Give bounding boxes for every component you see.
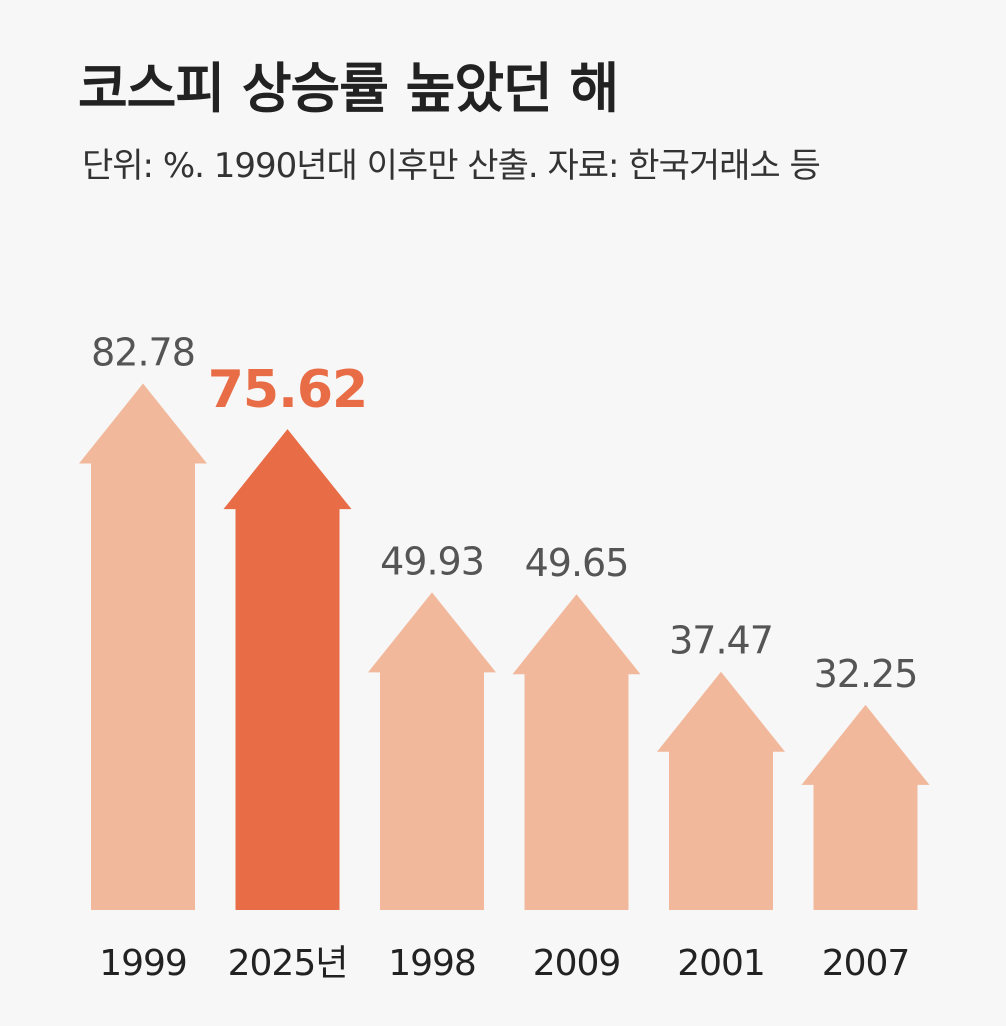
value-label-2001: 37.47	[669, 619, 773, 663]
labels-layer: 82.78 1999 75.62 2025년 49.93 1998 49.65 2009 37.…	[91, 331, 918, 985]
value-label-2025년: 75.62	[208, 360, 367, 420]
category-label-2009: 2009	[533, 943, 621, 984]
value-label-2007: 32.25	[814, 652, 918, 696]
value-label-1998: 49.93	[380, 539, 484, 583]
value-label-2009: 49.65	[525, 541, 629, 585]
bar-arrow-1999	[79, 383, 207, 910]
category-label-2025년: 2025년	[228, 943, 348, 984]
category-label-1999: 1999	[99, 943, 187, 984]
category-label-1998: 1998	[388, 943, 476, 984]
chart-title: 코스피 상승률 높았던 해	[78, 57, 619, 120]
bar-arrow-1998	[368, 592, 496, 910]
bar-arrow-2001	[657, 671, 785, 910]
chart-subtitle: 단위: %. 1990년대 이후만 산출. 자료: 한국거래소 등	[82, 146, 821, 186]
bar-arrow-2007	[801, 704, 930, 910]
bar-arrow-2009	[512, 594, 641, 910]
category-label-2001: 2001	[677, 943, 765, 984]
value-label-1999: 82.78	[91, 331, 195, 375]
category-label-2007: 2007	[822, 943, 910, 984]
bar-arrow-2025년	[223, 429, 352, 910]
bars-layer	[79, 383, 930, 910]
